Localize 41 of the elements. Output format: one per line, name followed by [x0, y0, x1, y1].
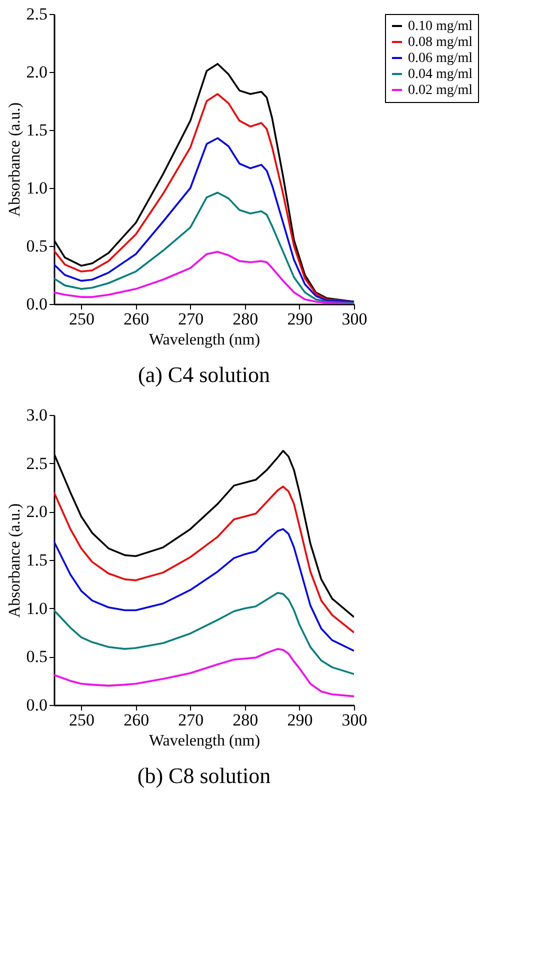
- legend-label: 0.08 mg/ml: [408, 35, 473, 50]
- y-tick-label: 3.0: [26, 406, 48, 424]
- y-axis-title: Absorbance (a.u.): [6, 503, 24, 618]
- y-tick-label: 1.5: [26, 120, 48, 140]
- y-tick-label: 2.5: [26, 4, 48, 24]
- x-tick-label: 270: [178, 710, 204, 730]
- x-tick-label: 290: [287, 310, 313, 328]
- x-tick-label: 270: [178, 310, 204, 328]
- y-tick-label: 0.5: [26, 647, 48, 666]
- y-tick-label: 2.0: [26, 502, 48, 522]
- y-tick-label: 1.5: [26, 550, 48, 570]
- x-tick-label: 300: [342, 310, 368, 328]
- x-axis-title: Wavelength (nm): [148, 332, 260, 348]
- x-tick-label: 250: [69, 310, 95, 328]
- x-axis-title: Wavelength (nm): [148, 732, 260, 750]
- y-tick-label: 1.0: [26, 178, 48, 198]
- x-tick-label: 290: [287, 710, 313, 730]
- y-tick-label: 0.0: [26, 294, 48, 314]
- x-tick-label: 280: [232, 710, 258, 730]
- x-tick-label: 250: [69, 710, 95, 730]
- line-series: [54, 528, 354, 652]
- x-tick-label: 260: [124, 310, 150, 328]
- x-tick-label: 300: [342, 710, 368, 730]
- line-series: [54, 592, 354, 675]
- legend-label: 0.04 mg/ml: [408, 67, 473, 82]
- text: (a) C4 solution: [138, 362, 270, 387]
- legend-label: 0.10 mg/ml: [408, 19, 473, 34]
- x-tick-label: 280: [232, 310, 258, 328]
- y-tick-label: 1.0: [26, 598, 48, 618]
- legend-label: 0.02 mg/ml: [408, 83, 473, 98]
- line-series: [54, 137, 354, 303]
- y-tick-label: 2.0: [26, 62, 48, 82]
- y-tick-label: 2.5: [26, 454, 48, 473]
- y-axis-title: Absorbance (a.u.): [6, 102, 24, 217]
- line-series: [54, 648, 354, 698]
- text: (b) C8 solution: [137, 763, 271, 788]
- x-tick-label: 260: [124, 710, 150, 730]
- line-series: [54, 486, 354, 634]
- y-tick-label: 0.5: [26, 236, 48, 256]
- y-tick-label: 0.0: [26, 696, 48, 714]
- legend-label: 0.06 mg/ml: [408, 51, 473, 66]
